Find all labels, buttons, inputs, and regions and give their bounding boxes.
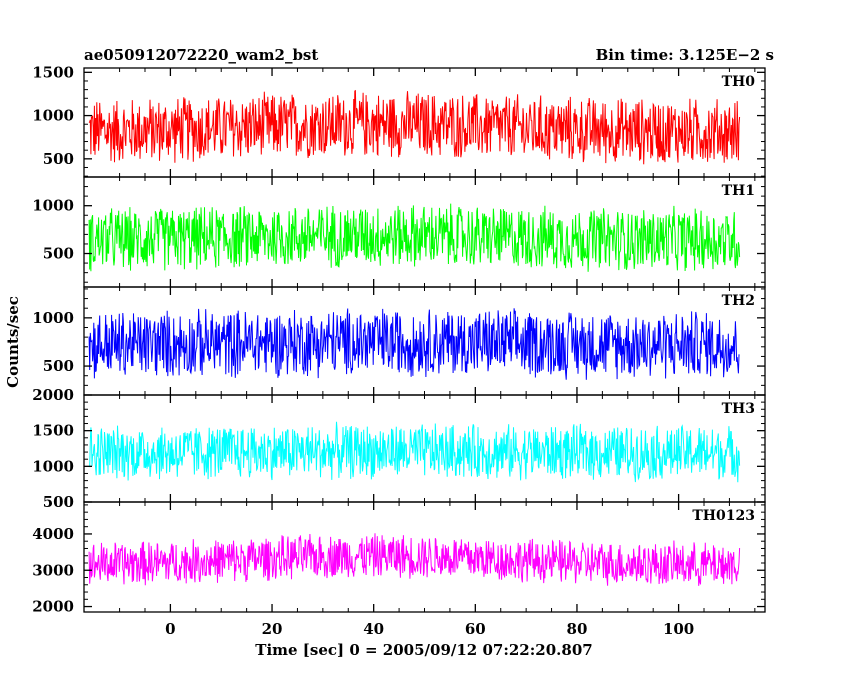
panel-label-th0: TH0 [722, 74, 756, 90]
chart-title-left: ae050912072220_wam2_bst [84, 46, 318, 64]
y-tick-label: 1500 [32, 63, 74, 81]
y-axis-label: Counts/sec [4, 296, 22, 388]
series-line-th1 [88, 203, 741, 272]
x-tick-label: 40 [363, 620, 384, 638]
y-tick-label: 2000 [32, 598, 74, 616]
y-tick-label: 1500 [32, 422, 74, 440]
panel-label-th3: TH3 [722, 401, 755, 417]
y-tick-label: 1000 [32, 107, 74, 125]
series-line-th0 [88, 89, 741, 165]
y-tick-label: 500 [43, 150, 74, 168]
series-line-th0123 [88, 533, 741, 586]
panel-label-th0123: TH0123 [692, 508, 755, 524]
x-tick-label: 80 [567, 620, 588, 638]
y-tick-label: 4000 [32, 525, 74, 543]
y-tick-label: 500 [43, 245, 74, 263]
y-tick-label: 1000 [32, 309, 74, 327]
x-tick-label: 100 [663, 620, 694, 638]
y-tick-label: 500 [43, 357, 74, 375]
y-tick-label: 1000 [32, 457, 74, 475]
panels-group: 50010001500TH05001000TH15001000TH2500100… [32, 63, 766, 638]
y-tick-label: 1000 [32, 197, 74, 215]
x-tick-label: 60 [465, 620, 486, 638]
y-tick-label: 3000 [32, 561, 74, 579]
panel-label-th2: TH2 [722, 293, 755, 309]
x-tick-label: 20 [262, 620, 283, 638]
series-line-th3 [88, 421, 741, 483]
panel-label-th1: TH1 [722, 183, 755, 199]
y-tick-label: 500 [43, 493, 74, 511]
y-tick-label: 2000 [32, 386, 74, 404]
chart-title-right: Bin time: 3.125E−2 s [596, 46, 774, 64]
x-axis-label: Time [sec] 0 = 2005/09/12 07:22:20.807 [255, 641, 592, 659]
x-tick-label: 0 [165, 620, 175, 638]
series-line-th2 [88, 308, 740, 380]
